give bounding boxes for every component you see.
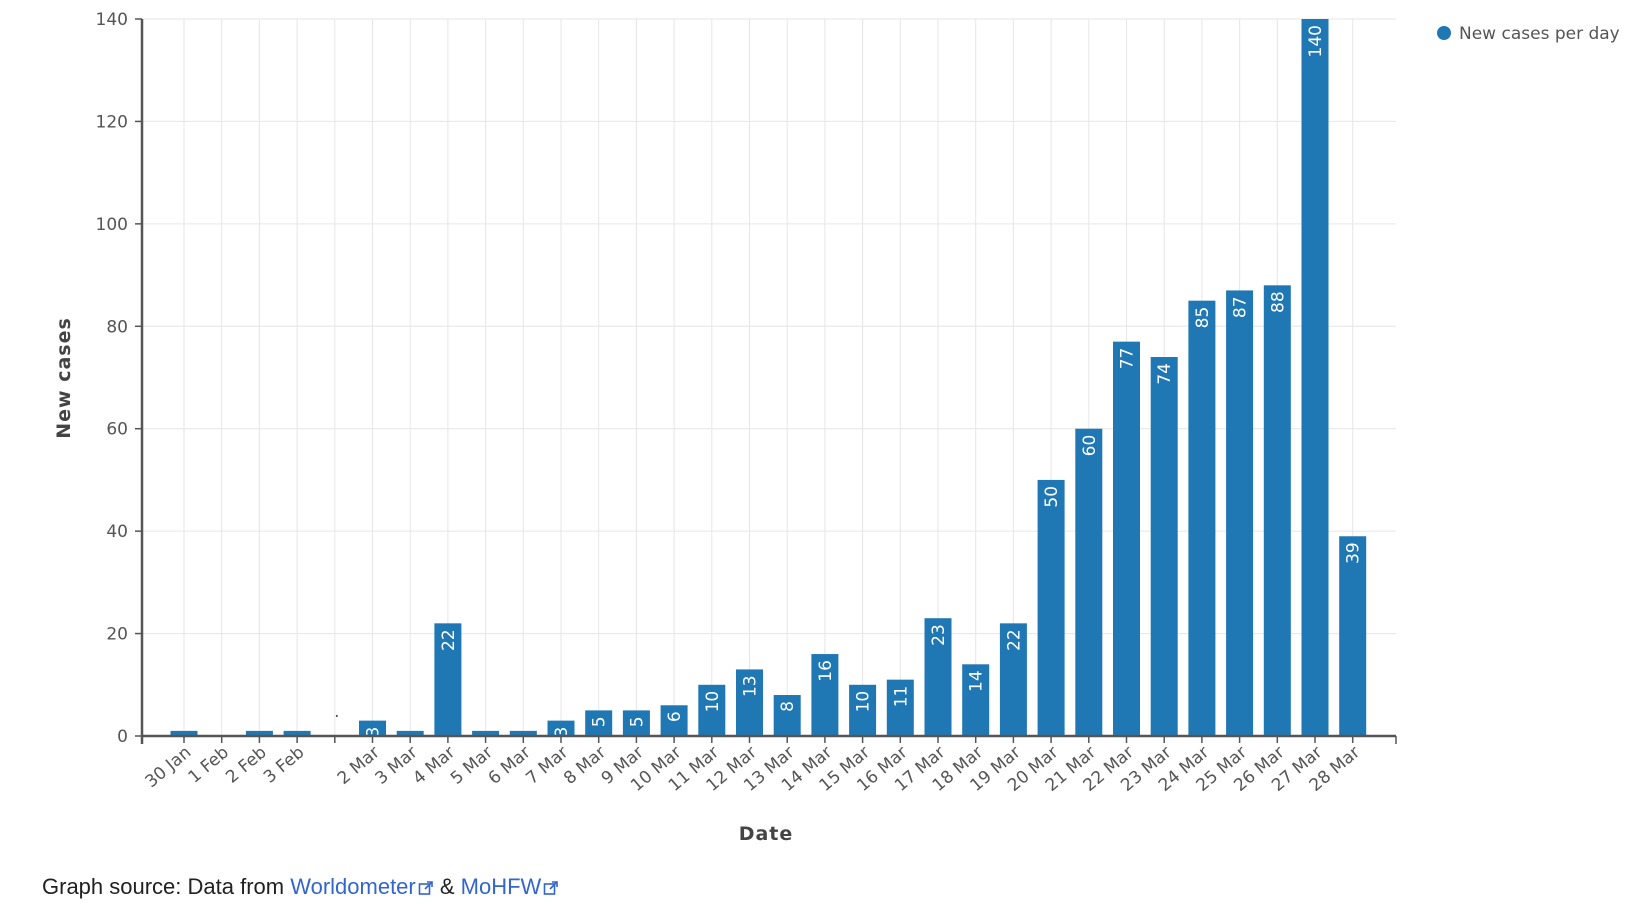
bar (434, 623, 462, 736)
bar (660, 705, 688, 736)
bar (622, 710, 650, 736)
bar (509, 730, 537, 736)
source-prefix: Graph source: Data from (42, 874, 291, 899)
axes (135, 18, 1397, 744)
bar-data-label: 10 (854, 691, 874, 713)
external-link-icon (418, 881, 433, 895)
y-tick-label: 120 (96, 112, 128, 132)
x-tick-label: 6 Mar (485, 743, 535, 789)
x-tick-label: 30 Jan (142, 743, 196, 793)
bar-data-label: 16 (816, 660, 836, 682)
bar (924, 618, 952, 736)
axis-gap-marker: · (334, 707, 339, 727)
bar-data-label: 74 (1155, 363, 1175, 385)
bar (245, 730, 273, 736)
source-separator: & (433, 874, 461, 899)
bar (1113, 341, 1140, 736)
bar (698, 684, 726, 736)
bar (170, 730, 198, 736)
bar (962, 664, 990, 736)
bar (547, 720, 575, 736)
bar-data-label: 6 (665, 711, 685, 722)
legend[interactable]: New cases per day (1437, 24, 1620, 44)
x-tick-label: 2 Mar (334, 743, 384, 789)
y-tick-label: 140 (96, 10, 128, 30)
bar (1226, 290, 1254, 736)
x-tick-label: 2 Feb (222, 743, 270, 788)
bar-data-label: 87 (1231, 296, 1251, 318)
bars (170, 19, 1367, 736)
x-tick-label: 3 Mar (372, 743, 422, 789)
legend-label: New cases per day (1459, 24, 1620, 44)
bar-data-label: 14 (967, 670, 987, 692)
bar (1037, 479, 1065, 736)
worldometer-link[interactable]: Worldometer (290, 874, 434, 899)
bar-data-label: 88 (1268, 291, 1288, 313)
bar (1075, 428, 1103, 736)
x-tick-label: 7 Mar (522, 743, 572, 789)
y-tick-label: 40 (106, 522, 128, 542)
bar (396, 730, 424, 736)
external-link-icon (544, 881, 559, 895)
bar-labels: 3 22 3 5 5 6 10 13 8 16 10 11 23 14 22 50 60 77 74 85 87 88 14… (364, 25, 1364, 737)
bar-data-label: 5 (590, 716, 610, 727)
bar-data-label: 3 (364, 727, 384, 738)
y-tick-label: 60 (106, 420, 128, 440)
bar-data-label: 39 (1344, 542, 1364, 564)
x-tick-label: 4 Mar (409, 743, 459, 789)
bar-data-label: 13 (741, 675, 761, 697)
x-tick-label: 3 Feb (260, 743, 308, 788)
bar (283, 730, 311, 736)
bar-data-label: 22 (439, 629, 459, 651)
bar (999, 623, 1027, 736)
y-tick-label: 100 (96, 215, 128, 235)
bar (849, 684, 877, 736)
bar-data-label: 10 (703, 691, 723, 713)
bar-data-label: 23 (929, 624, 949, 646)
worldometer-link-text: Worldometer (290, 874, 416, 899)
x-axis-title: Date (739, 823, 794, 845)
y-tick-label: 20 (106, 625, 128, 645)
bar-chart: 3 22 3 5 5 6 10 13 8 16 10 11 23 14 22 50 60 77 74 85 87 88 14… (53, 10, 1620, 845)
bar-data-label: 8 (778, 701, 798, 712)
bar-data-label: 22 (1004, 629, 1024, 651)
bar-data-label: 50 (1042, 486, 1062, 508)
y-axis-title: New cases (53, 317, 75, 439)
bar-data-label: 5 (627, 716, 647, 727)
bar (1301, 19, 1329, 736)
bar (359, 720, 386, 736)
bar-data-label: 77 (1118, 348, 1138, 370)
x-tick-label: 8 Mar (560, 743, 610, 789)
bar-data-label: 60 (1080, 435, 1100, 457)
bar (1188, 300, 1216, 736)
bar-data-label: 85 (1193, 307, 1213, 329)
legend-marker (1437, 26, 1451, 40)
y-tick-labels: 0 20 40 60 80 100 120 140 (96, 10, 128, 747)
x-tick-label: 5 Mar (447, 743, 497, 789)
bar (886, 679, 914, 736)
bar (1150, 357, 1178, 736)
x-tick-label: 1 Feb (185, 743, 233, 788)
bar (1263, 285, 1291, 736)
bar-data-label: 11 (891, 686, 911, 708)
y-tick-label: 80 (106, 317, 128, 337)
bar-data-label: 140 (1306, 25, 1326, 57)
bar (472, 730, 500, 736)
bar (773, 695, 801, 736)
bar (736, 669, 763, 736)
bar-data-label: 3 (552, 727, 572, 738)
mohfw-link-text: MoHFW (460, 874, 542, 899)
y-tick-label: 0 (117, 727, 128, 747)
bar (1339, 536, 1367, 736)
mohfw-link[interactable]: MoHFW (461, 874, 560, 899)
bar (811, 654, 839, 736)
graph-source: Graph source: Data from Worldometer & Mo… (42, 874, 559, 900)
bar (585, 710, 613, 736)
